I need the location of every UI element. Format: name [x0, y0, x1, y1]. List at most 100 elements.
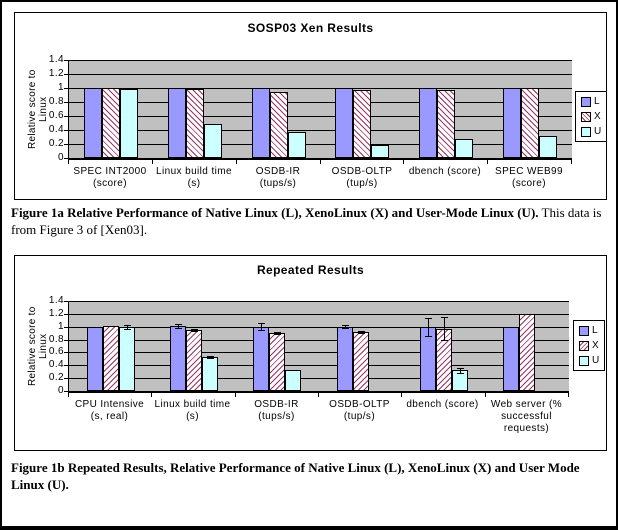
x-category-label: Linux build time (s) — [154, 399, 231, 422]
error-bar-cap — [457, 368, 464, 369]
bar-L-2 — [253, 327, 269, 391]
x-tick-mark — [235, 393, 236, 397]
bar-U-2 — [285, 370, 301, 391]
legend-item: L — [581, 96, 601, 107]
chart-title: SOSP03 Xen Results — [247, 21, 374, 35]
x-category-label: OSDB-OLTP (tup/s) — [331, 166, 393, 189]
y-tick-mark — [64, 130, 68, 131]
error-bar-cap — [441, 340, 448, 341]
gridline — [69, 352, 569, 353]
chart-sosp03-xen-results: SOSP03 Xen Results Relative score to Lin… — [14, 12, 608, 200]
gridline — [69, 88, 572, 89]
figure-1a-caption-text: This data is from Figure 3 of [Xen03]. — [11, 205, 602, 237]
gridline — [69, 327, 569, 328]
y-tick-mark — [64, 116, 68, 117]
y-tick-label: 0.4 — [48, 124, 64, 135]
y-tick-label: 1.4 — [48, 295, 64, 306]
gridline — [69, 116, 572, 117]
y-tick-label: 0 — [58, 152, 64, 163]
y-tick-mark — [64, 352, 68, 353]
x-category-label: dbench (score) — [406, 399, 479, 410]
bar-U-1 — [204, 124, 222, 158]
gridline — [69, 130, 572, 131]
x-tick-mark — [68, 393, 69, 397]
bar-X-1 — [186, 330, 202, 391]
error-bar-cap — [274, 334, 281, 335]
bar-L-1 — [168, 88, 186, 158]
y-tick-mark — [64, 378, 68, 379]
x-category-label: CPU Intensive (s, real) — [74, 399, 145, 422]
y-tick-mark — [64, 74, 68, 75]
y-tick-mark — [64, 88, 68, 89]
legend-item: U — [581, 126, 601, 137]
error-bar-cap — [358, 331, 365, 332]
error-bar-cap — [457, 373, 464, 374]
y-tick-label: 0.8 — [48, 96, 64, 107]
error-bar-line — [261, 323, 262, 330]
error-bar-line — [210, 356, 211, 358]
x-tick-mark — [236, 160, 237, 164]
legend-swatch — [581, 96, 591, 107]
gridline — [69, 60, 572, 61]
plot-area — [68, 60, 572, 160]
bar-U-4 — [455, 139, 473, 158]
y-tick-label: 1 — [58, 82, 64, 93]
bar-X-4 — [437, 90, 455, 158]
x-tick-mark — [568, 393, 569, 397]
bar-X-5 — [519, 314, 535, 391]
bar-X-3 — [353, 332, 369, 391]
plot-area — [68, 301, 569, 393]
x-tick-mark — [403, 160, 404, 164]
legend-swatch — [579, 355, 589, 366]
legend-label: X — [592, 340, 599, 351]
bar-U-5 — [539, 136, 557, 158]
y-tick-label: 0 — [58, 385, 64, 396]
y-tick-mark — [64, 102, 68, 103]
error-bar-line — [194, 329, 195, 331]
y-tick-mark — [64, 365, 68, 366]
y-tick-label: 0.2 — [48, 138, 64, 149]
error-bar-line — [178, 324, 179, 328]
bar-X-2 — [270, 92, 288, 158]
x-category-label: SPEC INT2000 (score) — [73, 166, 147, 189]
y-tick-label: 1.4 — [48, 54, 64, 65]
y-tick-mark — [64, 144, 68, 145]
error-bar-line — [345, 325, 346, 328]
figure-1a-caption: Figure 1a Relative Performance of Native… — [11, 205, 611, 239]
error-bar-cap — [441, 317, 448, 318]
bar-X-0 — [103, 326, 119, 391]
bar-U-1 — [202, 357, 218, 391]
bar-L-0 — [84, 88, 102, 158]
x-tick-mark — [320, 160, 321, 164]
legend-label: L — [594, 96, 600, 107]
bar-L-0 — [87, 327, 103, 391]
error-bar-line — [127, 325, 128, 329]
figure-1b-caption-bold: Figure 1b Repeated Results, Relative Per… — [11, 460, 580, 492]
gridline — [69, 378, 569, 379]
bar-L-2 — [252, 88, 270, 158]
legend-label: U — [594, 126, 602, 137]
x-category-label: OSDB-OLTP (tup/s) — [329, 399, 390, 422]
bar-U-0 — [120, 89, 138, 158]
error-bar-cap — [207, 358, 214, 359]
legend-swatch — [581, 126, 591, 137]
y-tick-label: 0.6 — [48, 346, 64, 357]
y-tick-mark — [64, 301, 68, 302]
y-tick-label: 0.6 — [48, 110, 64, 121]
error-bar-cap — [124, 329, 131, 330]
bar-L-5 — [503, 88, 521, 158]
bar-X-5 — [521, 88, 539, 158]
error-bar-cap — [175, 328, 182, 329]
figure-1b-caption: Figure 1b Repeated Results, Relative Per… — [11, 460, 611, 494]
error-bar-line — [361, 331, 362, 333]
error-bar-cap — [207, 356, 214, 357]
bar-L-4 — [419, 88, 437, 158]
figure-1a-caption-bold: Figure 1a Relative Performance of Native… — [11, 205, 539, 220]
x-category-label: dbench (score) — [408, 166, 482, 177]
y-tick-mark — [64, 327, 68, 328]
bar-X-2 — [269, 333, 285, 391]
x-category-label: Web server (% successful requests) — [490, 399, 563, 434]
bar-L-5 — [503, 327, 519, 391]
legend-item: X — [581, 111, 601, 122]
